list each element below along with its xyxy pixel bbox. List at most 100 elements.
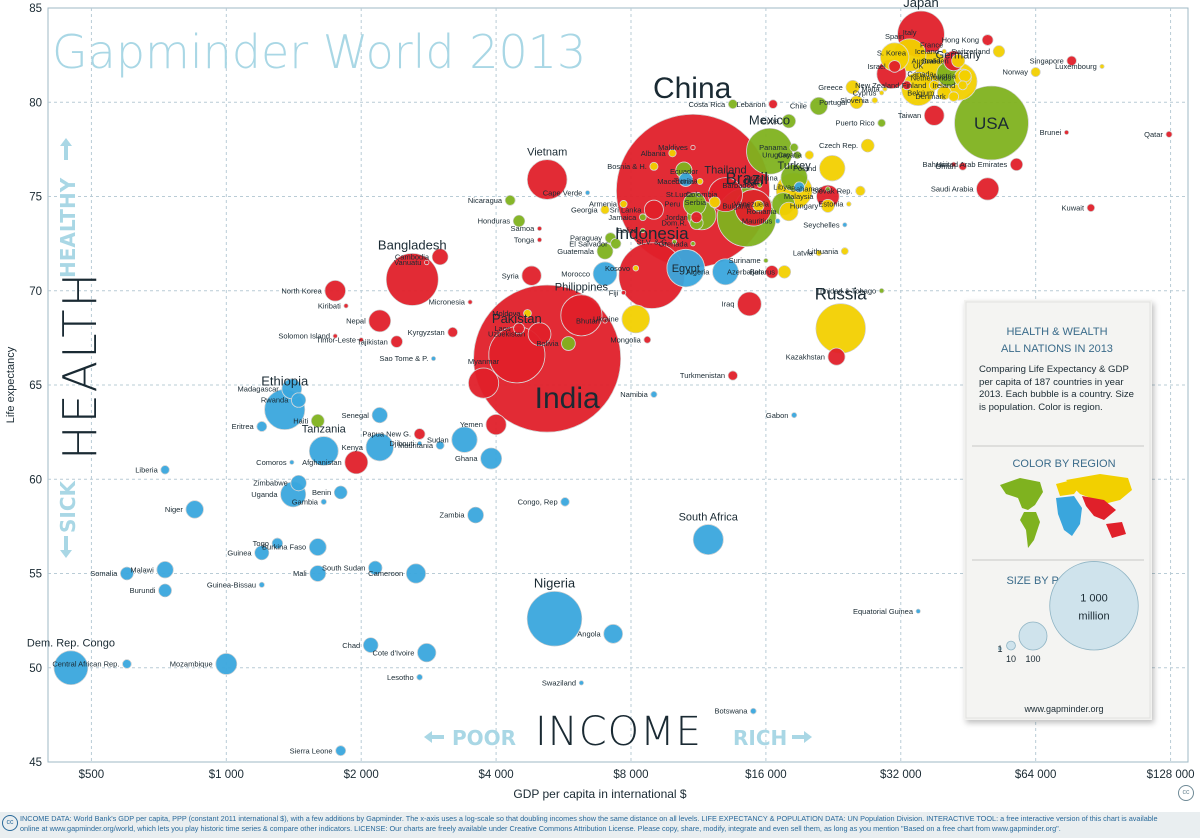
bubble[interactable] <box>600 204 610 215</box>
bubble[interactable] <box>928 80 940 91</box>
bubble[interactable] <box>156 561 174 579</box>
bubble[interactable] <box>320 498 327 506</box>
bubble[interactable] <box>846 201 852 207</box>
bubble[interactable] <box>941 48 947 54</box>
bubble[interactable] <box>1030 66 1041 78</box>
bubble[interactable] <box>603 623 624 644</box>
bubble[interactable] <box>343 303 349 309</box>
bubble[interactable] <box>215 652 238 675</box>
bubble[interactable] <box>536 225 543 232</box>
bubble[interactable] <box>185 500 204 519</box>
bubble[interactable] <box>602 318 608 324</box>
bubble[interactable] <box>335 745 347 757</box>
bubble[interactable] <box>362 637 379 654</box>
bubble[interactable] <box>871 97 879 104</box>
bubble[interactable] <box>254 545 270 561</box>
bubble[interactable] <box>258 581 265 588</box>
bubble[interactable] <box>749 707 757 715</box>
bubble[interactable] <box>451 426 478 453</box>
bubble[interactable] <box>774 218 781 224</box>
bubble[interactable] <box>668 149 677 158</box>
bubble[interactable] <box>1099 63 1105 70</box>
bubble[interactable] <box>53 650 89 686</box>
bubble[interactable] <box>119 566 134 581</box>
bubble[interactable] <box>727 99 738 110</box>
bubble[interactable] <box>344 450 369 475</box>
bubble[interactable] <box>793 150 802 160</box>
bubble[interactable] <box>820 198 835 213</box>
bubble[interactable] <box>333 485 348 500</box>
bubble[interactable] <box>757 182 763 188</box>
bubble[interactable] <box>308 436 339 466</box>
bubble[interactable] <box>365 433 394 462</box>
bubble[interactable] <box>692 524 724 556</box>
bubble[interactable] <box>358 337 364 343</box>
bubble[interactable] <box>638 213 647 222</box>
bubble[interactable] <box>584 190 591 196</box>
bubble[interactable] <box>958 161 968 171</box>
bubble[interactable] <box>923 105 945 126</box>
bubble[interactable] <box>527 322 552 346</box>
bubble[interactable] <box>779 201 799 222</box>
bubble[interactable] <box>416 642 437 663</box>
bubble[interactable] <box>666 248 705 288</box>
bubble[interactable] <box>256 420 268 432</box>
bubble[interactable] <box>855 185 866 197</box>
bubble[interactable] <box>879 90 885 96</box>
bubble[interactable] <box>424 259 430 266</box>
bubble[interactable] <box>804 150 815 160</box>
bubble[interactable] <box>371 406 388 424</box>
bubble[interactable] <box>467 367 500 399</box>
bubble[interactable] <box>291 392 307 408</box>
bubble[interactable] <box>368 309 392 333</box>
bubble[interactable] <box>825 186 831 192</box>
bubble[interactable] <box>513 322 525 335</box>
bubble[interactable] <box>793 181 805 193</box>
bubble[interactable] <box>827 347 846 366</box>
bubble[interactable] <box>160 465 170 475</box>
bubble[interactable] <box>308 538 327 557</box>
bubble[interactable] <box>271 537 284 550</box>
bubble[interactable] <box>158 583 173 598</box>
bubble[interactable] <box>447 326 459 338</box>
bubble[interactable] <box>860 138 875 153</box>
bubble[interactable] <box>815 249 823 257</box>
bubble[interactable] <box>596 242 614 260</box>
bubble[interactable] <box>671 239 678 245</box>
bubble[interactable] <box>431 248 449 266</box>
bubble[interactable] <box>643 199 664 220</box>
bubble[interactable] <box>768 99 778 109</box>
bubble[interactable] <box>992 45 1006 58</box>
bubble[interactable] <box>430 356 437 362</box>
bubble[interactable] <box>809 96 829 116</box>
bubble[interactable] <box>332 333 338 339</box>
bubble[interactable] <box>954 85 1029 161</box>
bubble[interactable] <box>781 113 797 129</box>
bubble[interactable] <box>289 459 295 465</box>
bubble[interactable] <box>650 390 658 398</box>
bubble[interactable] <box>765 265 779 279</box>
bubble[interactable] <box>413 428 426 440</box>
bubble[interactable] <box>915 608 921 614</box>
bubble[interactable] <box>696 178 704 185</box>
bubble[interactable] <box>512 214 526 228</box>
bubble[interactable] <box>901 80 912 91</box>
bubble[interactable] <box>467 506 485 524</box>
gapminder-url[interactable]: www.gapminder.org <box>1023 704 1103 714</box>
bubble[interactable] <box>690 144 696 151</box>
bubble[interactable] <box>621 304 651 334</box>
bubble[interactable] <box>842 222 848 228</box>
bubble[interactable] <box>416 673 423 681</box>
bubble[interactable] <box>367 560 383 576</box>
bubble[interactable] <box>819 155 846 182</box>
bubble[interactable] <box>640 227 646 234</box>
bubble[interactable] <box>957 80 968 91</box>
bubble[interactable] <box>526 159 568 200</box>
bubble[interactable] <box>309 565 327 582</box>
bubble[interactable] <box>981 34 994 46</box>
bubble[interactable] <box>310 413 325 428</box>
bubble[interactable] <box>951 53 966 68</box>
bubble[interactable] <box>678 172 694 187</box>
bubble[interactable] <box>619 200 628 209</box>
bubble[interactable] <box>708 196 721 209</box>
